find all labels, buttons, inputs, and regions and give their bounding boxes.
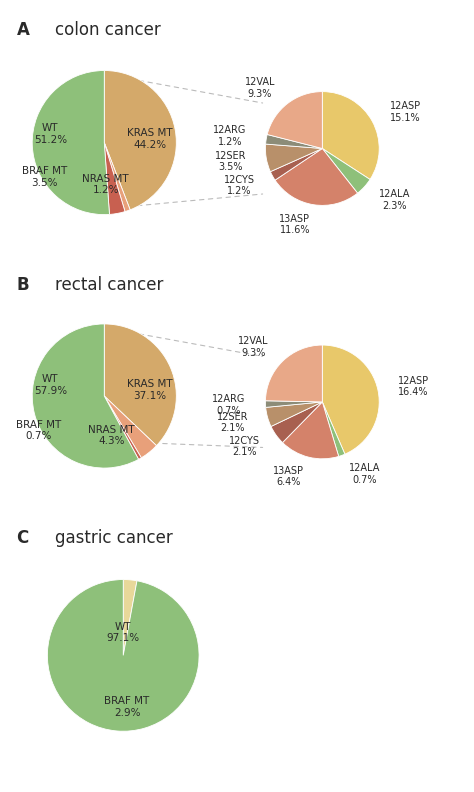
Wedge shape: [271, 402, 322, 443]
Wedge shape: [123, 580, 137, 656]
Text: 12VAL
9.3%: 12VAL 9.3%: [245, 77, 275, 99]
Text: 12ASP
15.1%: 12ASP 15.1%: [390, 101, 421, 123]
Wedge shape: [270, 148, 322, 180]
Text: 13ASP
11.6%: 13ASP 11.6%: [279, 214, 310, 235]
Wedge shape: [104, 143, 125, 215]
Text: WT
51.2%: WT 51.2%: [34, 123, 67, 145]
Wedge shape: [265, 345, 322, 402]
Text: NRAS MT
1.2%: NRAS MT 1.2%: [82, 173, 129, 195]
Text: KRAS MT
44.2%: KRAS MT 44.2%: [128, 128, 173, 150]
Wedge shape: [104, 70, 176, 210]
Wedge shape: [104, 143, 130, 211]
Wedge shape: [104, 324, 176, 446]
Text: KRAS MT
37.1%: KRAS MT 37.1%: [128, 379, 173, 401]
Text: 13ASP
6.4%: 13ASP 6.4%: [273, 466, 304, 487]
Text: 12ARG
0.7%: 12ARG 0.7%: [212, 394, 246, 416]
Text: gastric cancer: gastric cancer: [55, 529, 172, 547]
Text: A: A: [17, 21, 29, 40]
Text: 12CYS
1.2%: 12CYS 1.2%: [224, 175, 255, 196]
Wedge shape: [266, 402, 322, 426]
Text: 12SER
2.1%: 12SER 2.1%: [217, 412, 248, 433]
Text: colon cancer: colon cancer: [55, 21, 160, 40]
Text: B: B: [17, 276, 29, 294]
Wedge shape: [265, 135, 322, 148]
Text: 12ASP
16.4%: 12ASP 16.4%: [398, 375, 428, 397]
Text: C: C: [17, 529, 29, 547]
Wedge shape: [267, 92, 322, 148]
Wedge shape: [322, 345, 379, 454]
Wedge shape: [322, 402, 345, 456]
Wedge shape: [47, 580, 199, 731]
Text: BRAF MT
3.5%: BRAF MT 3.5%: [21, 166, 67, 188]
Wedge shape: [275, 148, 357, 205]
Wedge shape: [104, 396, 156, 458]
Text: 12ALA
0.7%: 12ALA 0.7%: [349, 463, 380, 485]
Wedge shape: [322, 92, 379, 180]
Text: 12ALA
2.3%: 12ALA 2.3%: [379, 189, 410, 211]
Wedge shape: [322, 148, 370, 193]
Text: BRAF MT
2.9%: BRAF MT 2.9%: [104, 696, 150, 718]
Text: 12CYS
2.1%: 12CYS 2.1%: [229, 436, 260, 458]
Wedge shape: [32, 324, 138, 468]
Wedge shape: [283, 402, 339, 459]
Text: WT
97.1%: WT 97.1%: [107, 622, 140, 643]
Text: WT
57.9%: WT 57.9%: [34, 375, 67, 396]
Wedge shape: [104, 396, 141, 459]
Wedge shape: [32, 70, 109, 215]
Text: NRAS MT
4.3%: NRAS MT 4.3%: [88, 425, 135, 447]
Text: rectal cancer: rectal cancer: [55, 276, 163, 294]
Text: 12ARG
1.2%: 12ARG 1.2%: [213, 125, 246, 147]
Wedge shape: [265, 144, 322, 172]
Text: 12VAL
9.3%: 12VAL 9.3%: [238, 337, 269, 358]
Wedge shape: [265, 401, 322, 407]
Text: BRAF MT
0.7%: BRAF MT 0.7%: [16, 420, 61, 441]
Text: 12SER
3.5%: 12SER 3.5%: [215, 150, 246, 173]
